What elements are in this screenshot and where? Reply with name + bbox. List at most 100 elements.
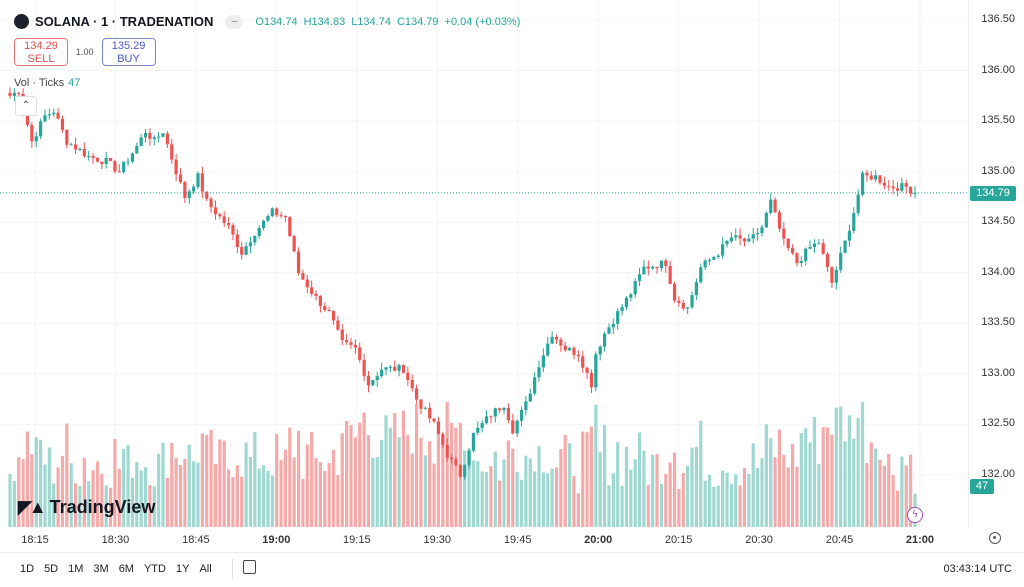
candle-body <box>795 253 799 264</box>
range-ytd[interactable]: YTD <box>143 563 166 575</box>
candle-body <box>60 118 65 130</box>
candle-body <box>716 255 720 257</box>
volume-bar <box>725 472 729 527</box>
sell-button[interactable]: 134.29 SELL <box>14 38 68 66</box>
divider <box>232 559 233 579</box>
volume-bar <box>611 473 615 527</box>
flash-icon[interactable]: ϟ <box>907 507 923 523</box>
volume-bar <box>856 417 860 527</box>
candle-body <box>721 244 725 256</box>
candle-body <box>804 248 808 262</box>
collapse-legend-button[interactable]: − <box>225 14 244 29</box>
volume-bar <box>235 465 239 527</box>
candle-body <box>30 124 34 142</box>
symbol-title[interactable]: SOLANA · 1 · TRADENATION <box>35 14 214 29</box>
settings-icon[interactable] <box>989 532 1001 544</box>
candle-body <box>900 183 904 191</box>
candle-body <box>327 309 331 312</box>
volume-bar <box>69 463 73 527</box>
calendar-icon[interactable] <box>243 560 256 574</box>
volume-bar <box>830 434 834 527</box>
candle-body <box>139 137 143 146</box>
candle-body <box>170 144 174 160</box>
range-5d[interactable]: 5D <box>44 563 59 575</box>
candle-body <box>642 266 646 275</box>
volume-bar <box>489 466 493 527</box>
volume-bar <box>646 484 650 527</box>
volume-bar <box>511 448 515 527</box>
volume-bar <box>174 457 178 527</box>
volume-bar <box>349 425 353 527</box>
volume-bar <box>135 462 139 527</box>
candle-body <box>620 306 624 312</box>
buy-button[interactable]: 135.29 BUY <box>101 38 156 66</box>
range-1m[interactable]: 1M <box>68 563 84 575</box>
range-all[interactable]: All <box>199 563 212 575</box>
range-1d[interactable]: 1D <box>20 563 35 575</box>
candle-body <box>463 465 467 477</box>
range-1y[interactable]: 1Y <box>175 563 190 575</box>
candle-body <box>78 149 82 151</box>
collapse-indicators-button[interactable]: ⌃ <box>15 96 37 116</box>
time-axis[interactable]: 18:15 18:30 18:45 19:00 19:15 19:30 19:45 20:00… <box>0 528 968 550</box>
candlestick-chart[interactable] <box>0 0 968 528</box>
range-3m[interactable]: 3M <box>93 563 109 575</box>
volume-bar <box>751 443 755 527</box>
time-tick-label: 18:30 <box>101 534 130 546</box>
volume-bar <box>690 447 694 527</box>
time-tick-label: 19:15 <box>343 534 371 546</box>
volume-bar <box>812 417 817 527</box>
volume-bar <box>205 434 209 527</box>
candle-body <box>174 159 178 175</box>
volume-legend[interactable]: Vol · Ticks 47 <box>14 77 80 89</box>
volume-bar <box>642 450 646 527</box>
volume-bar <box>734 474 738 527</box>
candle-body <box>454 459 458 466</box>
candle-body <box>157 136 161 138</box>
volume-bar <box>471 460 476 527</box>
tradingview-logo[interactable]: ◤▲ TradingView <box>18 497 155 518</box>
volume-bar <box>594 404 598 527</box>
volume-bar <box>900 456 904 527</box>
volume-bar <box>533 471 537 527</box>
volume-bar <box>729 483 733 527</box>
candle-body <box>769 199 773 213</box>
candle-body <box>895 188 900 191</box>
clock[interactable]: 03:43:14 UTC <box>943 563 1012 575</box>
candle-body <box>458 465 462 477</box>
candle-body <box>690 295 694 308</box>
candle-body <box>751 234 755 239</box>
time-tick-label: 19:45 <box>503 534 532 546</box>
candle-body <box>817 243 821 245</box>
candle-body <box>358 347 362 360</box>
volume-bar <box>73 483 78 527</box>
volume-bar <box>261 465 266 527</box>
candle-body <box>336 320 340 330</box>
price-tick-label: 136.50 <box>981 13 1015 25</box>
candle-body <box>428 407 432 419</box>
candle-body <box>292 236 296 252</box>
volume-bar <box>799 433 803 527</box>
volume-bar <box>852 438 856 527</box>
volume-bar <box>196 462 200 527</box>
volume-bar <box>659 483 664 527</box>
volume-bar <box>126 444 130 527</box>
candle-body <box>699 267 703 283</box>
volume-bar <box>651 454 655 527</box>
candle-body <box>629 294 633 298</box>
price-tick-label: 135.00 <box>981 164 1015 177</box>
volume-bar <box>445 402 449 527</box>
quantity[interactable]: 1.00 <box>76 47 94 57</box>
candle-body <box>847 230 852 241</box>
candle-body <box>843 240 847 253</box>
price-axis[interactable]: 136.50 136.00 135.50 135.00 134.50 134.00 133.… <box>968 0 1024 527</box>
candle-body <box>607 327 611 334</box>
candle-body <box>135 145 139 154</box>
candle-body <box>69 144 73 146</box>
volume-bar <box>664 473 668 527</box>
candle-body <box>554 336 559 340</box>
candle-body <box>533 377 537 394</box>
range-6m[interactable]: 6M <box>118 563 134 575</box>
volume-bar <box>283 449 288 527</box>
ohlc-low: L134.74 <box>351 15 391 28</box>
